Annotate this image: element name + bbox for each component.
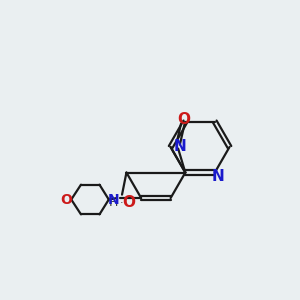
Text: H: H (109, 196, 119, 209)
Text: ·: · (120, 198, 123, 208)
Text: N: N (212, 169, 225, 184)
Text: O: O (178, 112, 191, 127)
Text: N: N (173, 139, 186, 154)
Text: N: N (108, 193, 120, 206)
Text: O: O (122, 195, 135, 210)
Text: O: O (60, 193, 72, 206)
